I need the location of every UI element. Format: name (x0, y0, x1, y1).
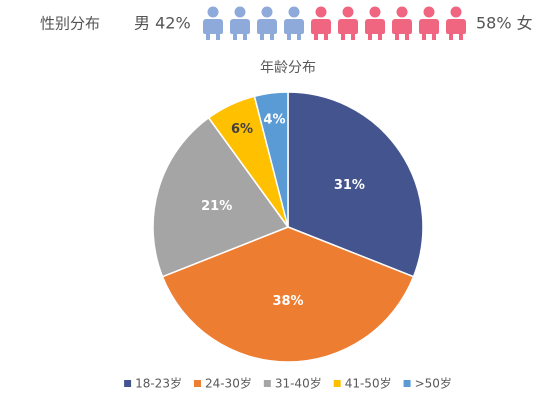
female-share: 58% 女 (476, 14, 533, 33)
data-label: 31% (334, 178, 365, 193)
legend-swatch (124, 380, 132, 387)
legend-label: 18-23岁 (135, 376, 182, 391)
data-label: 6% (231, 122, 253, 137)
legend-swatch (403, 380, 411, 387)
legend: 18-23岁 24-30岁 31-40岁 41-50岁 >50岁 (124, 376, 452, 391)
legend-label: 41-50岁 (345, 376, 392, 391)
gender-icons (203, 6, 466, 40)
pie-slice (287, 91, 424, 278)
legend-swatch (333, 380, 341, 387)
legend-label: >50岁 (415, 376, 452, 391)
legend-label: 31-40岁 (275, 376, 322, 391)
data-label: 21% (201, 199, 232, 214)
pie-slice (253, 91, 289, 228)
pie-slice (152, 116, 290, 278)
data-label: 4% (263, 112, 285, 127)
legend-swatch (193, 380, 201, 387)
gender-title: 性别分布 (40, 15, 100, 33)
legend-swatch (263, 380, 271, 387)
chart-title: 年龄分布 (260, 60, 316, 76)
data-label: 38% (272, 294, 303, 309)
male-share: 男 42% (134, 14, 191, 33)
legend-label: 24-30岁 (205, 376, 252, 391)
pie-slice (161, 226, 415, 363)
